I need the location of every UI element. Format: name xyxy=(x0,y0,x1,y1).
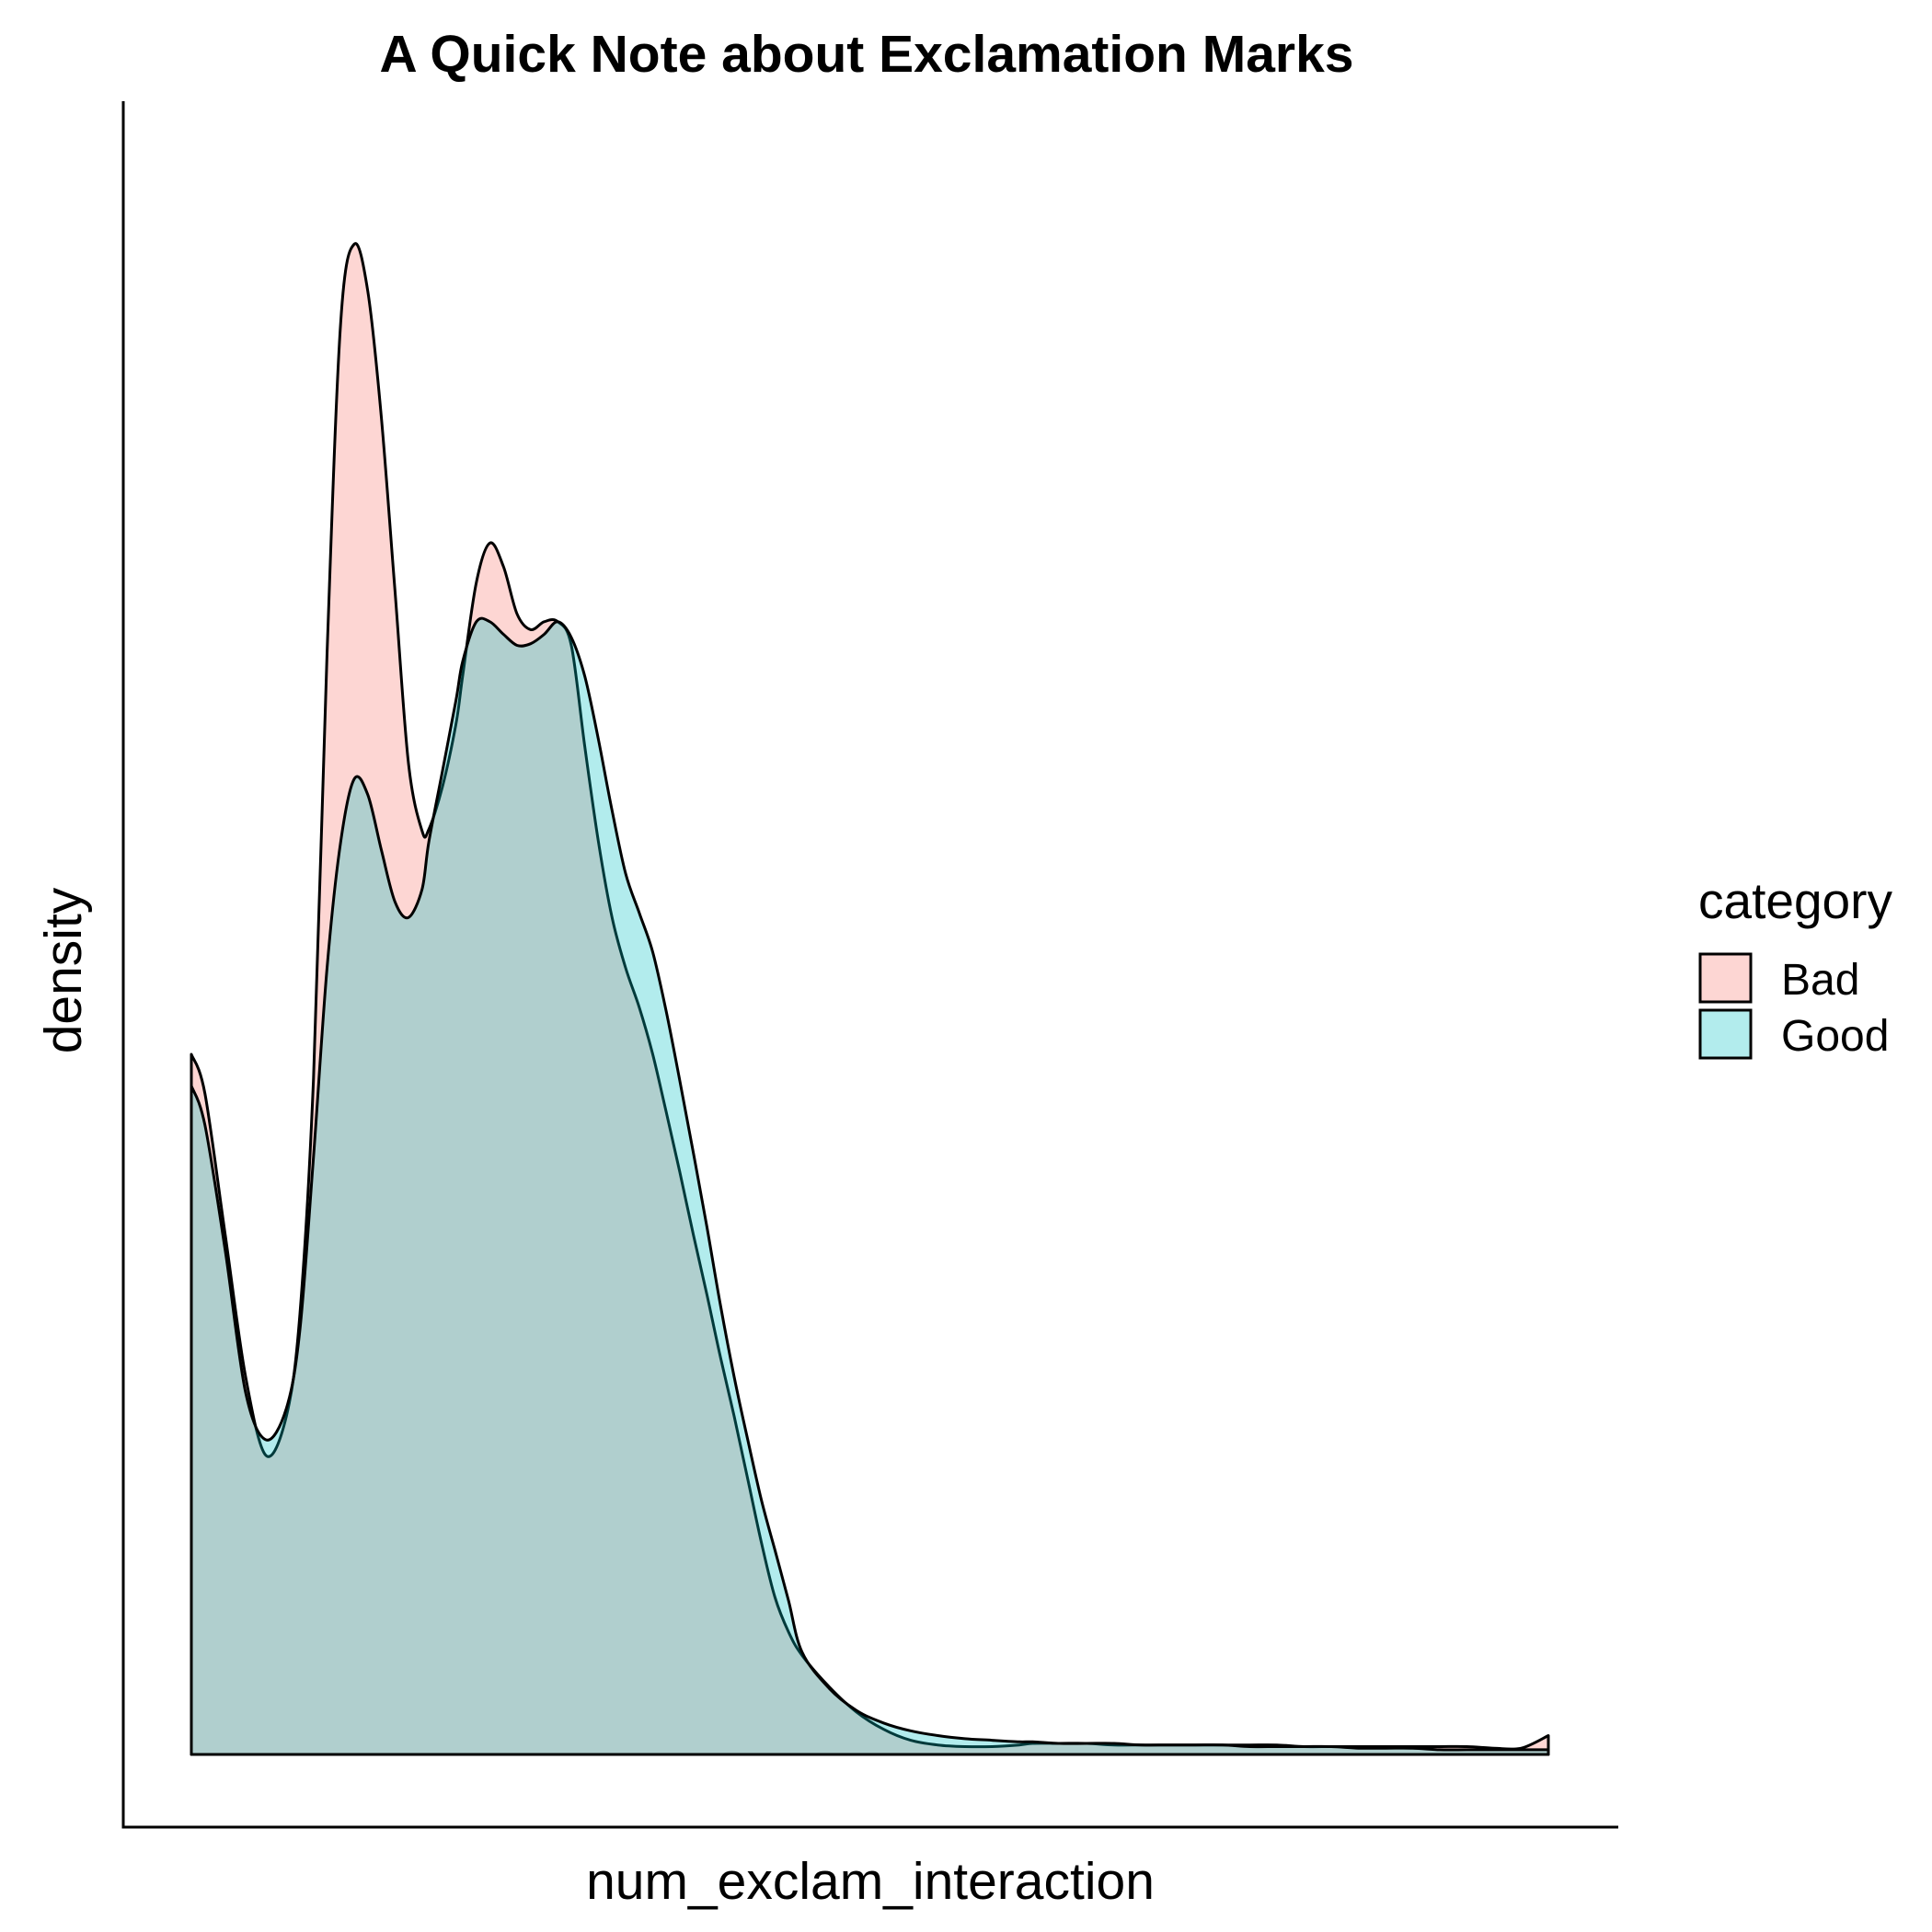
x-axis-title: num_exclam_interaction xyxy=(586,1852,1155,1911)
y-axis-title: density xyxy=(34,887,93,1053)
legend-title: category xyxy=(1698,872,1892,929)
density-area-good xyxy=(190,616,1550,1756)
plot-area xyxy=(190,242,1550,1756)
legend-label-bad: Bad xyxy=(1781,956,1859,1005)
legend: category Bad Good xyxy=(1698,872,1892,1061)
legend-key-good xyxy=(1698,1008,1753,1060)
legend-label-good: Good xyxy=(1781,1012,1889,1061)
chart-title: A Quick Note about Exclamation Marks xyxy=(380,25,1354,84)
legend-key-bad xyxy=(1698,952,1753,1004)
